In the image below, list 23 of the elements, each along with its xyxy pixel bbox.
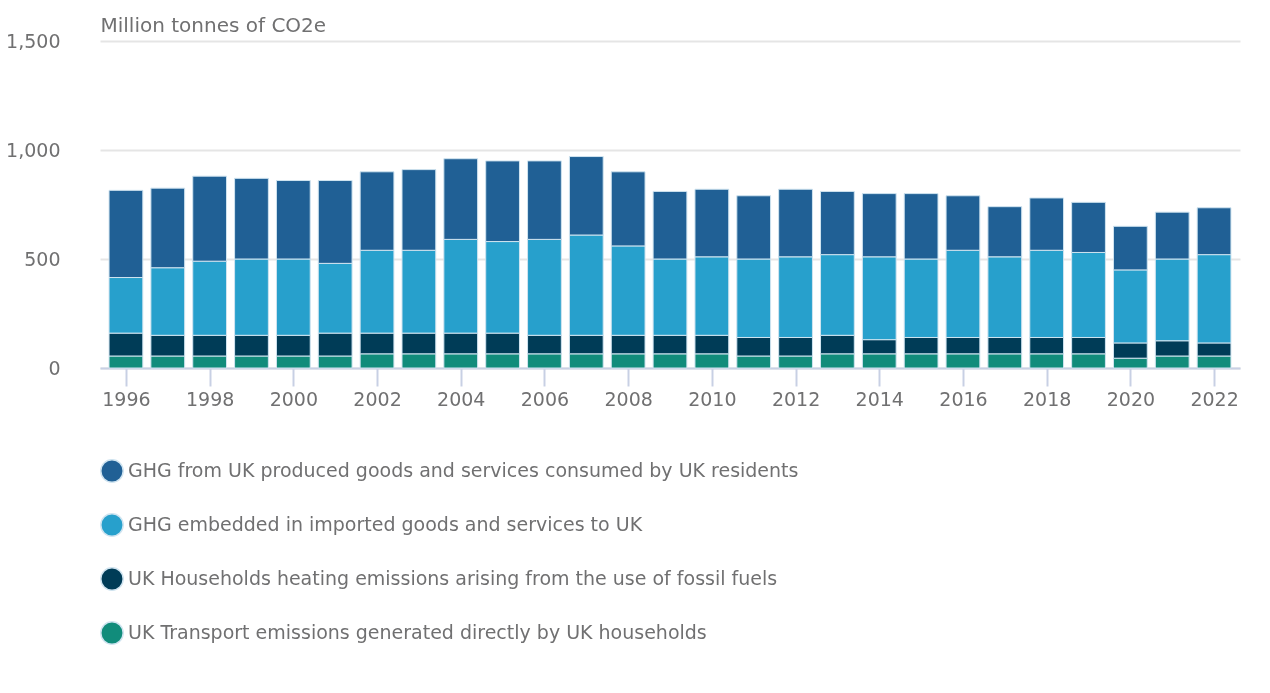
x-tick-label: 2016	[939, 387, 988, 410]
x-tick-label: 2008	[604, 387, 653, 410]
x-tick-label: 2014	[855, 387, 904, 410]
legend-label: UK Households heating emissions arising from the use of fossil fuels	[128, 567, 778, 589]
x-tick-label: 1998	[185, 387, 235, 410]
x-tick-label: 2012	[771, 387, 821, 410]
y-tick-label: 0	[48, 356, 61, 379]
x-tick-label: 2022	[1190, 387, 1239, 410]
x-tick-label: 2000	[269, 387, 319, 410]
legend-label: GHG from UK produced goods and services consumed by UK residents	[128, 459, 799, 481]
x-tick-label: 2010	[688, 387, 737, 410]
x-tick-label: 2020	[1106, 387, 1156, 410]
legend-label: UK Transport emissions generated directly by UK households	[128, 621, 707, 643]
x-tick-label: 2002	[353, 387, 402, 410]
x-tick-label: 2004	[437, 387, 486, 410]
legend-label: GHG embedded in imported goods and services to UK	[128, 513, 643, 535]
y-axis-title: Million tonnes of CO2e	[100, 12, 327, 37]
x-tick-label: 2006	[520, 387, 570, 410]
y-tick-label: 1,000	[6, 138, 61, 161]
x-tick-label: 2018	[1022, 387, 1072, 410]
y-tick-label: 500	[24, 247, 61, 270]
x-tick-label: 1996	[102, 387, 151, 410]
y-tick-label: 1,500	[6, 29, 61, 52]
